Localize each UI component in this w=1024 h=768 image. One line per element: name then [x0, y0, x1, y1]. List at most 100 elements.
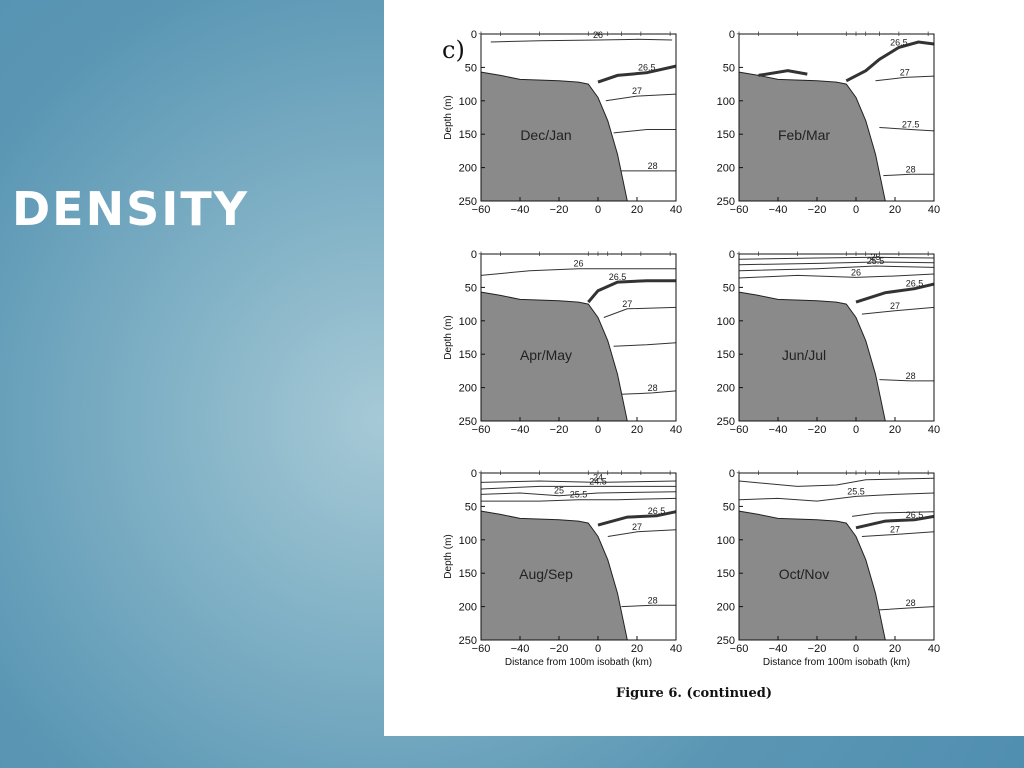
contour-line — [481, 497, 677, 502]
station-marker: + — [638, 468, 643, 478]
contour-label: 28 — [648, 383, 658, 393]
station-marker: + — [853, 249, 858, 259]
y-tick-label: 250 — [717, 635, 735, 647]
y-tick-label: 200 — [717, 163, 735, 175]
shelf-area — [480, 291, 628, 422]
y-tick-label: 0 — [471, 29, 477, 41]
x-tick-label: −60 — [730, 204, 749, 216]
station-marker: + — [795, 468, 800, 478]
station-marker: + — [605, 249, 610, 259]
station-marker: + — [605, 468, 610, 478]
contour-line — [852, 511, 935, 517]
station-marker: + — [896, 249, 901, 259]
contour-line — [758, 69, 808, 77]
y-tick-label: 200 — [459, 163, 477, 175]
station-marker: + — [795, 249, 800, 259]
station-marker: + — [877, 249, 882, 259]
contour-line — [603, 306, 677, 318]
y-tick-label: 50 — [465, 282, 477, 294]
shelf-area — [738, 291, 886, 422]
x-tick-label: −20 — [550, 424, 569, 436]
station-marker: + — [619, 249, 624, 259]
station-marker: + — [877, 29, 882, 39]
contour-label: 28 — [648, 161, 658, 171]
station-marker: + — [586, 249, 591, 259]
station-marker: + — [926, 29, 931, 39]
y-axis-title: Depth (m) — [443, 534, 454, 578]
plot-frame — [738, 472, 935, 641]
contour-line — [855, 514, 935, 530]
x-tick-label: 40 — [928, 424, 940, 436]
shelf-area — [480, 510, 628, 641]
x-tick-label: 0 — [595, 643, 601, 655]
contour-line — [738, 477, 935, 487]
contour-label: 26.5 — [609, 272, 627, 282]
x-tick-label: 40 — [928, 643, 940, 655]
contour-label: 26.5 — [648, 506, 666, 516]
contour-label: 25.5 — [847, 486, 865, 496]
plot-frame — [738, 33, 935, 202]
plots-group: 26 26.5 27 28 + + + + + + + + + Dec/Jan −60 −40 −20 0 20 40… — [443, 29, 940, 668]
station-marker: + — [795, 29, 800, 39]
y-tick-label: 250 — [459, 635, 477, 647]
contour-line — [738, 492, 935, 502]
contour-label: 26.5 — [906, 510, 924, 520]
station-marker: + — [756, 249, 761, 259]
station-marker: + — [877, 468, 882, 478]
contour-label: 28 — [906, 164, 916, 174]
y-tick-label: 0 — [729, 249, 735, 261]
contour-line — [605, 93, 677, 102]
station-marker: + — [537, 468, 542, 478]
y-tick-label: 150 — [717, 568, 735, 580]
station-marker: + — [668, 29, 673, 39]
contour-line — [738, 256, 935, 260]
x-tick-label: −40 — [511, 204, 530, 216]
contour-label: 25.5 — [570, 490, 588, 500]
contour-line — [875, 75, 935, 82]
station-marker: + — [896, 468, 901, 478]
x-tick-label: −20 — [550, 204, 569, 216]
x-tick-label: −40 — [769, 643, 788, 655]
x-tick-label: 20 — [631, 643, 643, 655]
contour-line — [879, 606, 935, 611]
shelf-area — [738, 71, 886, 202]
y-tick-label: 250 — [717, 416, 735, 428]
y-tick-label: 50 — [465, 501, 477, 513]
station-marker: + — [638, 249, 643, 259]
season-label: Oct/Nov — [779, 566, 830, 582]
contour-label: 27 — [622, 299, 632, 309]
contour-line — [597, 510, 677, 527]
y-tick-label: 150 — [717, 349, 735, 361]
x-tick-label: −40 — [511, 424, 530, 436]
contour-label: 27 — [890, 524, 900, 534]
x-tick-label: 0 — [595, 424, 601, 436]
x-tick-label: 20 — [631, 424, 643, 436]
station-marker: + — [586, 29, 591, 39]
station-marker: + — [595, 249, 600, 259]
contour-label: 28 — [906, 371, 916, 381]
figure-panel: c) 26 26.5 27 28 + + + + + + + + + Dec/Jan −60 −40 −20 0 2… — [384, 0, 1024, 736]
contour-line — [738, 261, 935, 266]
panel-letter: c) — [442, 36, 465, 64]
contour-line — [845, 40, 935, 83]
station-marker: + — [756, 468, 761, 478]
contour-line — [621, 604, 676, 608]
y-tick-label: 100 — [459, 535, 477, 547]
contour-line — [613, 342, 677, 347]
station-marker: + — [605, 29, 610, 39]
plot-frame — [738, 253, 935, 422]
x-tick-label: 0 — [853, 424, 859, 436]
y-tick-label: 0 — [729, 29, 735, 41]
station-marker: + — [863, 468, 868, 478]
contour-label: 27 — [632, 522, 642, 532]
station-marker: + — [537, 249, 542, 259]
station-marker: + — [595, 468, 600, 478]
y-tick-label: 100 — [717, 535, 735, 547]
contour-line — [480, 480, 677, 483]
plot-frame — [480, 33, 677, 202]
station-marker: + — [853, 29, 858, 39]
y-tick-label: 100 — [717, 316, 735, 328]
